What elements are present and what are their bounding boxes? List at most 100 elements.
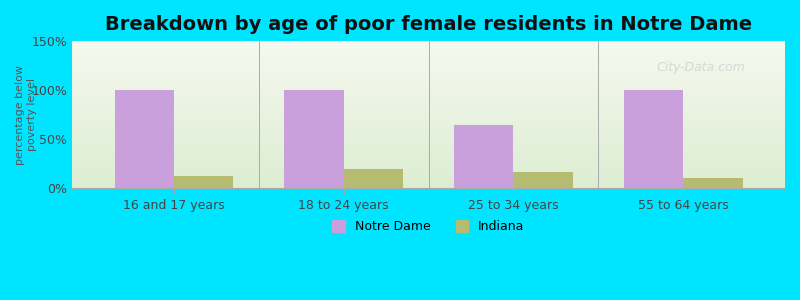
Bar: [72, 69, 785, 70]
Bar: [72, 177, 785, 178]
Bar: [72, 63, 785, 64]
Bar: [72, 142, 785, 143]
Bar: [72, 169, 785, 170]
Bar: [72, 46, 785, 47]
Bar: [683, 178, 742, 188]
Bar: [72, 159, 785, 160]
Bar: [72, 118, 785, 119]
Bar: [72, 119, 785, 120]
Bar: [72, 79, 785, 80]
Bar: [72, 54, 785, 55]
Bar: [284, 90, 344, 188]
Bar: [72, 174, 785, 175]
Bar: [72, 121, 785, 122]
Bar: [72, 67, 785, 68]
Bar: [72, 165, 785, 166]
Bar: [72, 150, 785, 151]
Bar: [72, 73, 785, 74]
Bar: [72, 92, 785, 93]
Bar: [72, 51, 785, 52]
Bar: [72, 108, 785, 109]
Bar: [72, 112, 785, 113]
Bar: [72, 45, 785, 46]
Bar: [624, 90, 683, 188]
Text: City-Data.com: City-Data.com: [657, 61, 746, 74]
Bar: [72, 107, 785, 108]
Bar: [72, 96, 785, 97]
Bar: [72, 82, 785, 83]
Bar: [72, 111, 785, 112]
Bar: [72, 81, 785, 82]
Bar: [72, 123, 785, 124]
Bar: [72, 102, 785, 103]
Bar: [114, 90, 174, 188]
Bar: [72, 72, 785, 73]
Bar: [72, 62, 785, 63]
Bar: [72, 74, 785, 75]
Bar: [72, 167, 785, 168]
Bar: [72, 83, 785, 84]
Bar: [72, 105, 785, 106]
Bar: [72, 98, 785, 99]
Bar: [72, 171, 785, 172]
Bar: [72, 161, 785, 162]
Bar: [72, 42, 785, 43]
Y-axis label: percentage below
poverty level: percentage below poverty level: [15, 65, 37, 165]
Bar: [72, 75, 785, 76]
Bar: [72, 68, 785, 69]
Bar: [72, 145, 785, 146]
Bar: [72, 162, 785, 163]
Bar: [72, 52, 785, 53]
Bar: [72, 48, 785, 49]
Bar: [72, 44, 785, 45]
Bar: [72, 60, 785, 61]
Bar: [72, 135, 785, 136]
Bar: [72, 179, 785, 180]
Bar: [72, 70, 785, 71]
Bar: [72, 144, 785, 145]
Bar: [72, 164, 785, 165]
Bar: [72, 138, 785, 139]
Bar: [72, 140, 785, 141]
Bar: [72, 71, 785, 72]
Title: Breakdown by age of poor female residents in Notre Dame: Breakdown by age of poor female resident…: [105, 15, 752, 34]
Bar: [72, 100, 785, 101]
Bar: [72, 178, 785, 179]
Bar: [72, 122, 785, 123]
Bar: [72, 163, 785, 164]
Bar: [72, 124, 785, 125]
Bar: [72, 104, 785, 105]
Bar: [72, 176, 785, 177]
Bar: [72, 87, 785, 88]
Bar: [72, 148, 785, 149]
Bar: [454, 124, 514, 188]
Bar: [174, 176, 234, 188]
Bar: [72, 186, 785, 187]
Bar: [72, 65, 785, 66]
Bar: [72, 57, 785, 58]
Bar: [72, 43, 785, 44]
Bar: [72, 185, 785, 186]
Bar: [72, 170, 785, 171]
Bar: [72, 99, 785, 100]
Bar: [72, 157, 785, 158]
Bar: [72, 173, 785, 174]
Bar: [72, 131, 785, 132]
Bar: [72, 58, 785, 59]
Bar: [72, 85, 785, 86]
Bar: [72, 91, 785, 92]
Bar: [72, 56, 785, 57]
Bar: [72, 136, 785, 137]
Bar: [72, 175, 785, 176]
Bar: [72, 156, 785, 157]
Bar: [72, 114, 785, 115]
Bar: [72, 116, 785, 117]
Bar: [72, 110, 785, 111]
Bar: [72, 125, 785, 126]
Bar: [72, 180, 785, 181]
Bar: [72, 117, 785, 118]
Bar: [72, 53, 785, 54]
Bar: [72, 78, 785, 79]
Bar: [72, 50, 785, 51]
Bar: [72, 158, 785, 159]
